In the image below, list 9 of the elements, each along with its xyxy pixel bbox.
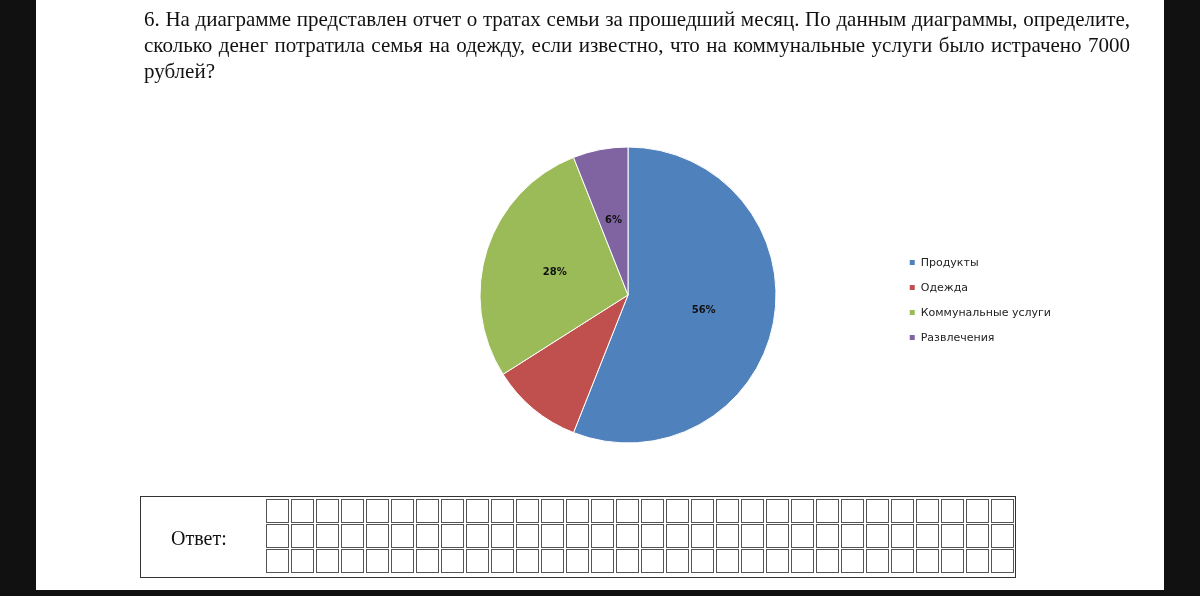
legend-label: Одежда — [920, 281, 969, 294]
legend-label: Развлечения — [920, 331, 995, 344]
data-label: 56% — [691, 303, 716, 315]
chart-title: 6. На диаграмме представлен отчет о тратах семьи за прошедший месяц. По данным диаграммы, определите, сколько денег потратила семья на одежду, если известно, что на коммунальные услуги было истрачено 7000 рублей? — [144, 6, 1130, 84]
text: Ответ: — [171, 527, 227, 550]
data-label: 6% — [605, 213, 623, 225]
legend-label: Коммунальные услуги — [920, 306, 1052, 319]
legend-label: Продукты — [920, 256, 979, 269]
data-label: 28% — [542, 265, 567, 277]
